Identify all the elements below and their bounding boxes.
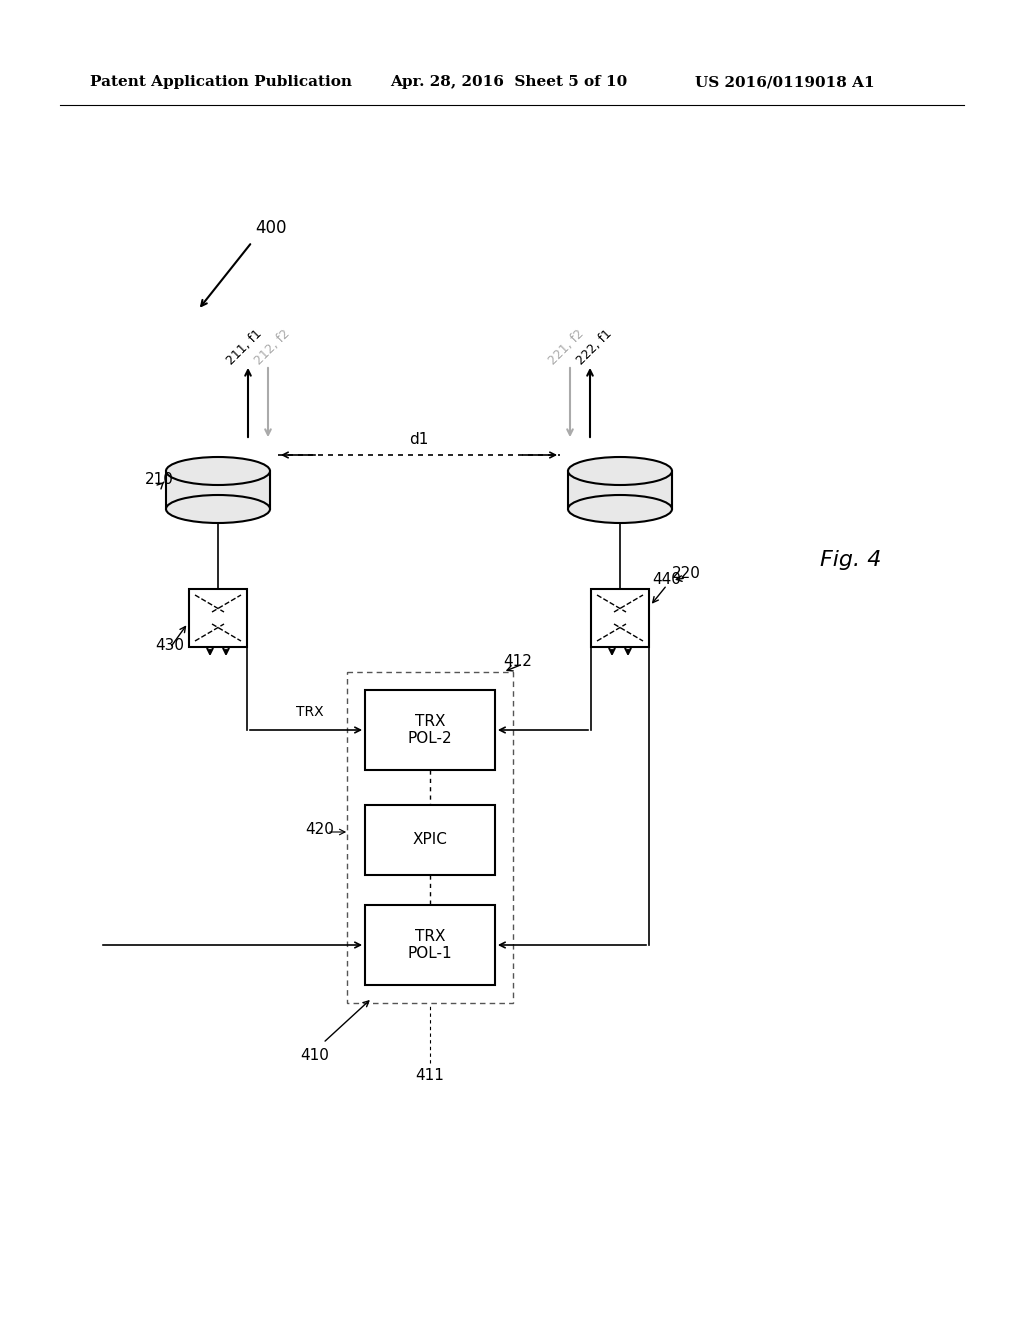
Ellipse shape bbox=[166, 457, 270, 484]
Text: US 2016/0119018 A1: US 2016/0119018 A1 bbox=[695, 75, 874, 88]
Text: 210: 210 bbox=[145, 473, 174, 487]
Text: 411: 411 bbox=[416, 1068, 444, 1082]
Text: 222, f1: 222, f1 bbox=[573, 327, 614, 367]
FancyBboxPatch shape bbox=[365, 690, 495, 770]
Text: 211, f1: 211, f1 bbox=[224, 327, 264, 367]
FancyBboxPatch shape bbox=[591, 589, 649, 647]
Ellipse shape bbox=[568, 495, 672, 523]
Text: d1: d1 bbox=[410, 432, 429, 446]
Bar bbox=[568, 471, 672, 510]
Text: 220: 220 bbox=[672, 565, 700, 581]
Text: TRX: TRX bbox=[296, 705, 324, 719]
Text: TRX
POL-2: TRX POL-2 bbox=[408, 714, 453, 746]
Ellipse shape bbox=[166, 495, 270, 523]
FancyBboxPatch shape bbox=[365, 906, 495, 985]
FancyBboxPatch shape bbox=[347, 672, 513, 1003]
Text: Apr. 28, 2016  Sheet 5 of 10: Apr. 28, 2016 Sheet 5 of 10 bbox=[390, 75, 628, 88]
Text: XPIC: XPIC bbox=[413, 833, 447, 847]
Text: Patent Application Publication: Patent Application Publication bbox=[90, 75, 352, 88]
Text: 412: 412 bbox=[503, 655, 531, 669]
Text: 430: 430 bbox=[155, 638, 184, 652]
Text: TRX
POL-1: TRX POL-1 bbox=[408, 929, 453, 961]
Bar bbox=[166, 471, 270, 510]
Text: 410: 410 bbox=[300, 1048, 329, 1063]
Text: 212, f2: 212, f2 bbox=[252, 327, 292, 367]
Ellipse shape bbox=[568, 457, 672, 484]
FancyBboxPatch shape bbox=[365, 805, 495, 875]
Text: 440: 440 bbox=[652, 573, 681, 587]
Text: 400: 400 bbox=[255, 219, 287, 238]
Text: 221, f2: 221, f2 bbox=[546, 327, 586, 367]
Text: 420: 420 bbox=[305, 822, 334, 837]
FancyBboxPatch shape bbox=[189, 589, 247, 647]
Text: Fig. 4: Fig. 4 bbox=[820, 550, 882, 570]
